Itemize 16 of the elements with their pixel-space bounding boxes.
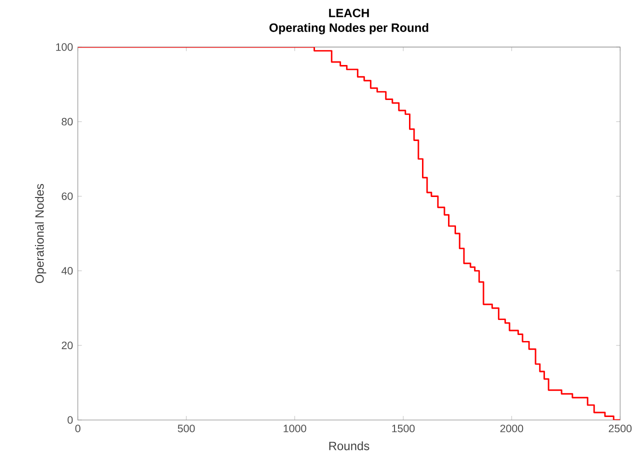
- y-axis-title: Operational Nodes: [34, 184, 46, 283]
- x-tick-label: 1000: [284, 424, 306, 432]
- y-tick-label: 20: [62, 342, 73, 350]
- x-tick-label: 2000: [500, 424, 524, 432]
- y-tick-label: 100: [56, 43, 73, 51]
- x-tick-label: 2500: [608, 424, 632, 432]
- chart-subtitle: Operating Nodes per Round: [269, 23, 428, 34]
- y-tick-label: 40: [62, 267, 73, 275]
- y-tick-label: 80: [62, 118, 73, 126]
- x-axis-title: Rounds: [329, 441, 370, 450]
- chart-title: LEACH: [329, 8, 369, 18]
- y-tick-label: 0: [68, 416, 73, 424]
- x-tick-label: 500: [178, 424, 195, 432]
- x-tick-label: 0: [75, 424, 80, 432]
- x-tick-label: 1500: [392, 424, 415, 432]
- y-tick-label: 60: [62, 192, 73, 200]
